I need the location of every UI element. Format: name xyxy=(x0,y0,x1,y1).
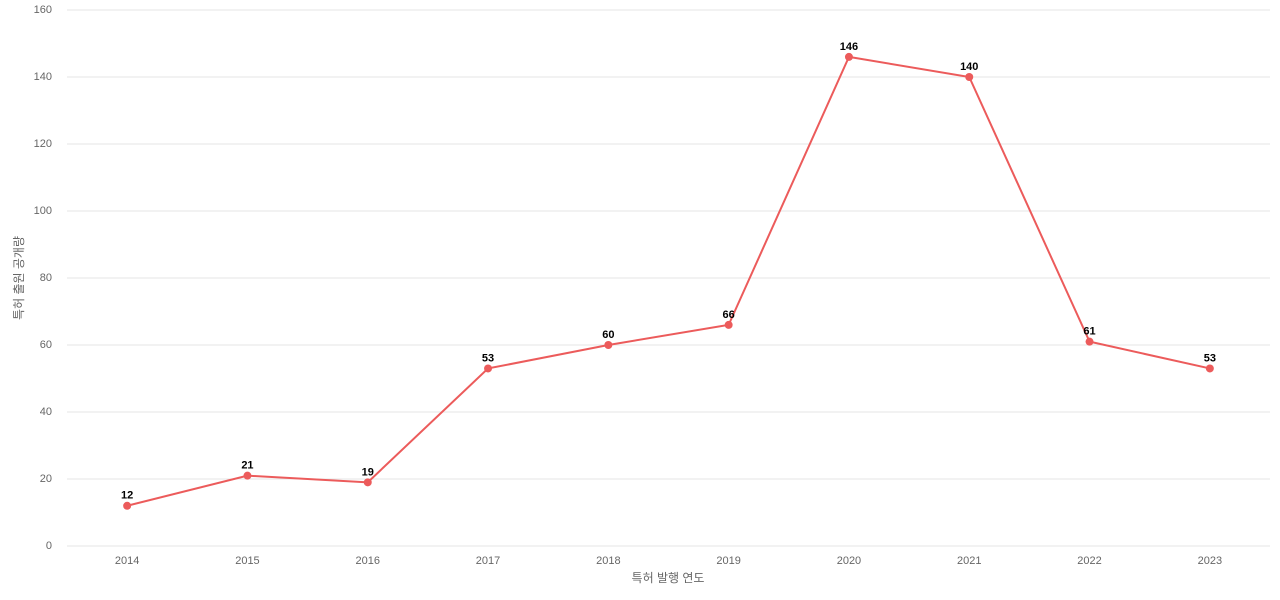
point xyxy=(1085,337,1094,346)
x-tick-label: 2019 xyxy=(716,555,740,567)
point xyxy=(1205,364,1214,373)
x-tick-label: 2022 xyxy=(1077,555,1101,567)
value-label: 140 xyxy=(960,61,978,73)
y-tick-label: 160 xyxy=(34,4,52,16)
x-tick-label: 2020 xyxy=(837,555,861,567)
point xyxy=(484,364,493,373)
value-label: 61 xyxy=(1083,326,1095,338)
y-tick-label: 0 xyxy=(46,540,52,552)
value-label: 53 xyxy=(482,352,494,364)
point xyxy=(604,341,613,349)
y-tick-label: 80 xyxy=(40,272,52,284)
point xyxy=(243,471,252,480)
y-tick-label: 20 xyxy=(40,473,52,485)
y-tick-label: 120 xyxy=(34,138,52,150)
y-tick-label: 140 xyxy=(34,71,52,83)
point xyxy=(844,52,853,61)
x-tick-label: 2018 xyxy=(596,555,620,567)
value-label: 60 xyxy=(602,329,614,341)
series-line xyxy=(126,55,1211,507)
x-axis-title: 특허 발행 연도 xyxy=(632,570,705,585)
y-tick-label: 100 xyxy=(34,205,52,217)
value-label: 146 xyxy=(840,41,858,53)
value-label: 53 xyxy=(1204,352,1216,364)
value-label: 19 xyxy=(362,466,374,478)
value-label: 21 xyxy=(241,460,253,472)
y-axis-title: 특허 출원 공개량 xyxy=(12,236,26,320)
point xyxy=(965,73,974,81)
point xyxy=(363,478,372,487)
x-tick-label: 2016 xyxy=(356,555,380,567)
y-tick-label: 40 xyxy=(40,406,52,418)
x-tick-label: 2014 xyxy=(115,555,139,567)
x-tick-label: 2017 xyxy=(476,555,500,567)
point xyxy=(724,320,733,329)
x-tick-label: 2021 xyxy=(957,555,981,567)
value-label: 66 xyxy=(723,309,735,321)
x-tick-label: 2023 xyxy=(1198,555,1222,567)
y-tick-label: 60 xyxy=(40,339,52,351)
value-label: 12 xyxy=(121,490,133,502)
x-tick-label: 2015 xyxy=(235,555,259,567)
point xyxy=(123,501,132,510)
